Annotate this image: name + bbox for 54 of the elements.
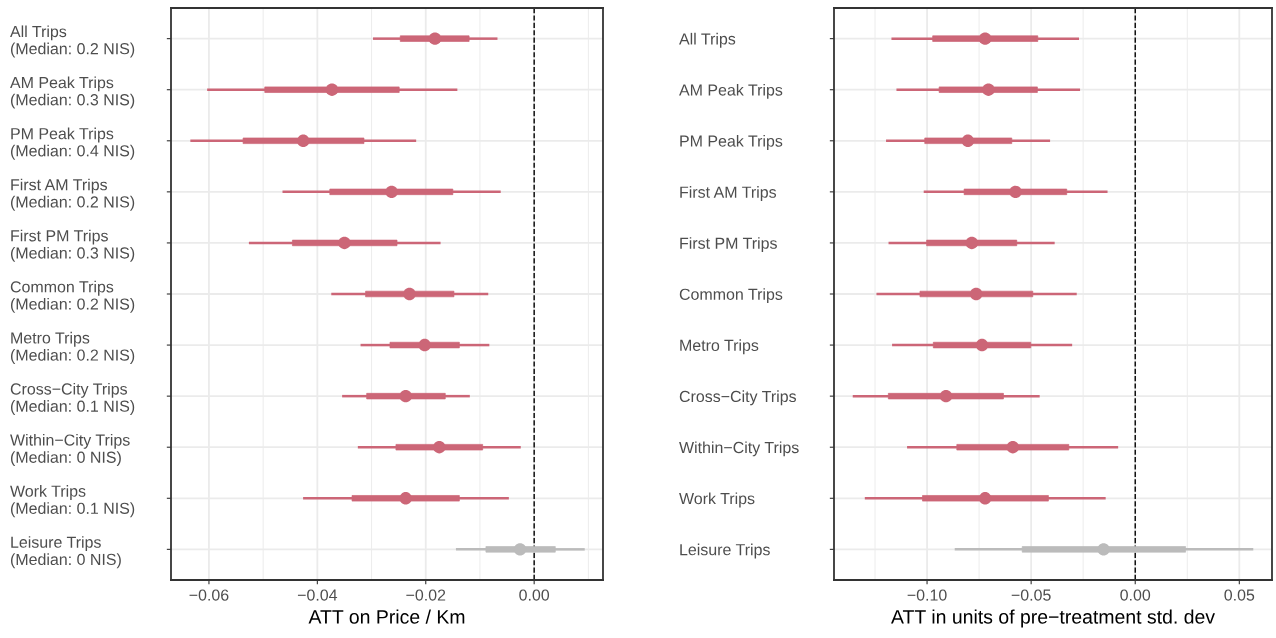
y-tick-label: Common Trips (Median: 0.2 NIS) (10, 280, 135, 313)
point (338, 236, 351, 250)
point (1006, 441, 1020, 454)
y-tick-label: All Trips (679, 32, 736, 48)
point (433, 441, 446, 454)
y-tick-label: First AM Trips (Median: 0.2 NIS) (10, 178, 135, 211)
y-tick-label: Metro Trips (680, 339, 759, 355)
x-tick-label: −0.02 (406, 589, 446, 601)
x-tick-label: 0.00 (1120, 589, 1151, 601)
point (513, 543, 527, 556)
x-tick-label: 0.05 (1224, 589, 1255, 601)
y-tick-label: All Trips (Median: 0.2 NIS) (10, 25, 135, 58)
point (1097, 543, 1110, 556)
x-tick-label: −0.10 (907, 589, 947, 601)
x-axis-title: ATT on Price / Km (308, 609, 465, 624)
y-tick-label: Work Trips (Median: 0.1 NIS) (10, 485, 135, 518)
point (978, 32, 992, 45)
point (418, 338, 431, 352)
x-axis-title: ATT in units of pre−treatment std. dev (891, 609, 1215, 628)
y-tick-label: PM Peak Trips (680, 135, 783, 150)
point (399, 389, 412, 403)
y-tick-label: Within−City Trips (Median: 0 NIS) (10, 433, 130, 467)
point (399, 492, 412, 505)
y-tick-label: First AM Trips (680, 186, 777, 201)
x-tick-label: −0.06 (189, 589, 229, 601)
y-tick-label: Within−City Trips (679, 441, 799, 457)
x-tick-label: 0.00 (519, 589, 550, 601)
y-tick-label: Metro Trips (Median: 0.2 NIS) (10, 331, 135, 364)
x-tick-label: −0.04 (297, 589, 338, 601)
point (939, 389, 953, 403)
y-tick-label: Leisure Trips (Median: 0 NIS) (10, 536, 121, 569)
y-tick-label: Common Trips (679, 288, 783, 304)
y-tick-label: Leisure Trips (680, 543, 770, 559)
y-tick-label: Cross−City Trips (Median: 0.1 NIS) (10, 382, 135, 415)
y-tick-label: Cross−City Trips (679, 390, 797, 406)
point (982, 83, 995, 96)
y-tick-label: First PM Trips (680, 237, 777, 253)
point (325, 83, 339, 96)
point (965, 236, 979, 250)
point (969, 287, 983, 301)
y-tick-label: Work Trips (679, 492, 755, 508)
x-tick-label: −0.05 (1011, 589, 1051, 601)
point (978, 492, 992, 505)
y-tick-label: PM Peak Trips (Median: 0.4 NIS) (10, 127, 135, 160)
point (403, 287, 416, 301)
point (297, 134, 310, 147)
point (428, 32, 442, 45)
point (961, 134, 975, 147)
point (385, 185, 398, 199)
point (1009, 185, 1022, 199)
point (975, 338, 989, 352)
y-tick-label: AM Peak Trips (679, 83, 783, 99)
y-tick-label: First PM Trips (Median: 0.3 NIS) (10, 229, 135, 262)
y-tick-label: AM Peak Trips (Median: 0.3 NIS) (10, 76, 135, 109)
